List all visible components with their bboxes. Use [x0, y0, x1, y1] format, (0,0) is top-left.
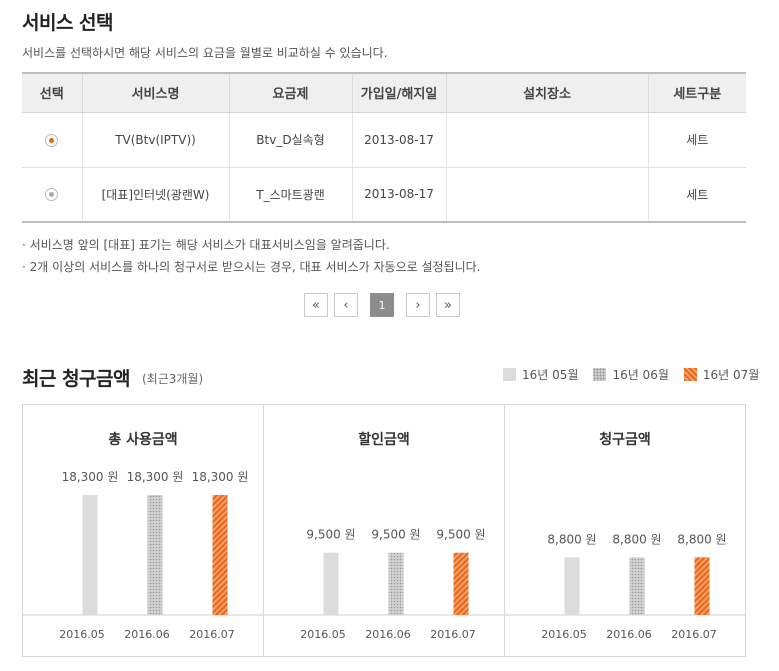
- chart-data-label: 9,500 원: [436, 528, 485, 542]
- chart-title: 할인금액: [358, 432, 410, 448]
- first-page-button[interactable]: «: [304, 293, 328, 317]
- column-header-service-name: 서비스명: [81, 72, 229, 113]
- chart-bar: [694, 557, 710, 615]
- chart-bar: [453, 552, 469, 615]
- set-cell: 세트: [647, 112, 746, 168]
- chart-title: 총 사용금액: [108, 432, 178, 448]
- billing-section-subtitle: (최근3개월): [142, 372, 204, 386]
- plan-cell: T_스마트광랜: [228, 167, 352, 223]
- note-item: · 서비스명 앞의 [대표] 표기는 해당 서비스가 대표서비스임을 알려줍니다…: [22, 238, 390, 252]
- chart-bar: [629, 557, 645, 615]
- note-item: · 2개 이상의 서비스를 하나의 청구서로 받으시는 경우, 대표 서비스가 …: [22, 260, 481, 274]
- chart-category-label: 2016.05: [541, 628, 587, 641]
- chart-category-label: 2016.06: [365, 628, 411, 641]
- service-notes: · 서비스명 앞의 [대표] 표기는 해당 서비스가 대표서비스임을 알려줍니다…: [22, 234, 480, 278]
- service-section-title: 서비스 선택: [22, 12, 114, 34]
- chart-data-label: 9,500 원: [371, 528, 420, 542]
- chart-panel-discount: 할인금액 9,500 원 2016.05 9,500 원 2016.06 9,500 원…: [263, 405, 504, 656]
- legend-item: 16년 06월: [593, 366, 669, 383]
- service-name-cell: TV(Btv(IPTV)): [81, 112, 229, 168]
- chart-title: 청구금액: [599, 432, 651, 448]
- column-header-plan: 요금제: [228, 72, 352, 113]
- set-cell: 세트: [647, 167, 746, 223]
- date-cell: 2013-08-17: [351, 112, 446, 168]
- chart-data-label: 8,800 원: [677, 532, 726, 546]
- chart-discount: 9,500 원 2016.05 9,500 원 2016.06 9,500 원 2016.…: [264, 528, 504, 641]
- billing-section-title: 최근 청구금액: [22, 368, 131, 390]
- chart-category-label: 2016.05: [300, 628, 346, 641]
- legend-item: 16년 05월: [503, 366, 578, 383]
- billing-charts: 총 사용금액 18,300 원 2016.05 18,300 원 2016.06 18,…: [22, 404, 746, 657]
- chart-category-label: 2016.07: [189, 628, 235, 641]
- chart-bar: [564, 557, 580, 615]
- column-header-date: 가입일/해지일: [351, 72, 446, 113]
- chart-bar: [82, 495, 98, 615]
- prev-page-button[interactable]: ‹: [334, 293, 358, 317]
- chart-panel-total: 총 사용금액 18,300 원 2016.05 18,300 원 2016.06 18,…: [23, 405, 263, 656]
- location-cell: [445, 167, 648, 223]
- chart-data-label: 18,300 원: [192, 470, 249, 484]
- next-page-button[interactable]: ›: [406, 293, 430, 317]
- date-cell: 2013-08-17: [351, 167, 446, 223]
- legend-item: 16년 07월: [683, 366, 760, 383]
- chart-panel-billed: 청구금액 8,800 원 2016.05 8,800 원 2016.06 8,800 원…: [504, 405, 745, 656]
- table-row[interactable]: [대표]인터넷(광랜W) T_스마트광랜 2013-08-17 세트: [22, 167, 746, 223]
- chart-data-label: 8,800 원: [547, 532, 596, 546]
- select-cell: [22, 167, 82, 223]
- chart-category-label: 2016.06: [606, 628, 652, 641]
- chart-data-label: 18,300 원: [62, 470, 119, 484]
- legend-swatch-icon: [593, 368, 607, 381]
- chart-data-label: 8,800 원: [612, 532, 661, 546]
- chart-data-label: 18,300 원: [127, 470, 184, 484]
- legend-label: 16년 06월: [612, 368, 669, 382]
- page-1-button[interactable]: 1: [370, 293, 394, 317]
- chart-category-label: 2016.07: [671, 628, 717, 641]
- service-radio-internet[interactable]: [45, 188, 59, 202]
- plan-cell: Btv_D실속형: [228, 112, 352, 168]
- column-header-set: 세트구분: [647, 72, 746, 113]
- legend-label: 16년 07월: [702, 368, 760, 382]
- chart-category-label: 2016.05: [59, 628, 105, 641]
- chart-category-label: 2016.06: [124, 628, 170, 641]
- service-table: 선택 서비스명 요금제 가입일/해지일 설치장소 세트구분 TV(Btv(IPT…: [22, 72, 746, 223]
- chart-data-label: 9,500 원: [306, 528, 355, 542]
- select-cell: [22, 112, 82, 168]
- table-row[interactable]: TV(Btv(IPTV)) Btv_D실속형 2013-08-17 세트: [22, 112, 746, 168]
- chart-bar: [388, 552, 404, 615]
- last-page-button[interactable]: »: [436, 293, 460, 317]
- service-radio-tv[interactable]: [45, 133, 59, 147]
- location-cell: [445, 112, 648, 168]
- chart-total-usage: 18,300 원 2016.05 18,300 원 2016.06 18,300 원 20…: [23, 470, 263, 641]
- chart-billed: 8,800 원 2016.05 8,800 원 2016.06 8,800 원 2016.…: [505, 532, 745, 641]
- chart-bar: [147, 495, 163, 615]
- legend-label: 16년 05월: [522, 368, 579, 382]
- column-header-location: 설치장소: [445, 72, 648, 113]
- chart-bar: [212, 495, 228, 615]
- service-section-description: 서비스를 선택하시면 해당 서비스의 요금을 월별로 비교하실 수 있습니다.: [22, 46, 388, 60]
- chart-category-label: 2016.07: [430, 628, 476, 641]
- legend-swatch-icon: [503, 368, 516, 381]
- service-name-cell: [대표]인터넷(광랜W): [81, 167, 229, 223]
- pagination: « ‹ 1 › »: [304, 293, 460, 317]
- chart-bar: [323, 552, 339, 615]
- legend-swatch-icon: [683, 368, 697, 381]
- column-header-select: 선택: [22, 72, 82, 113]
- table-header-row: 선택 서비스명 요금제 가입일/해지일 설치장소 세트구분: [22, 72, 746, 113]
- chart-legend: 16년 05월 16년 06월 16년 07월: [503, 366, 759, 383]
